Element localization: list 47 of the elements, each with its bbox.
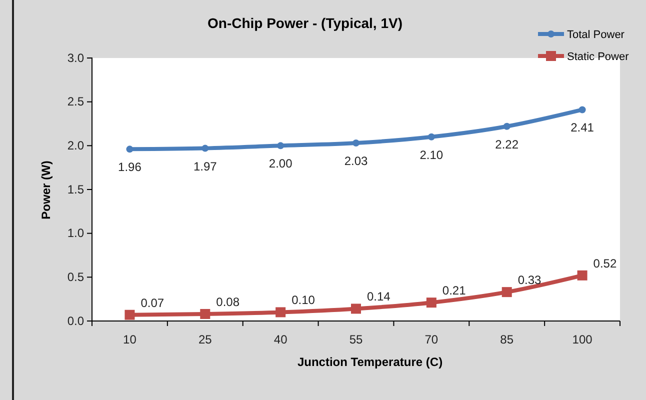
point (351, 304, 361, 314)
point (124, 310, 135, 320)
x-tick-label: 70 (424, 332, 438, 347)
data-label: 0.08 (216, 294, 240, 309)
legend-label: Total Power (567, 29, 625, 41)
y-tick-label: 2.0 (67, 138, 84, 153)
y-tick-label: 2.5 (67, 94, 84, 109)
data-label: 1.96 (118, 160, 142, 174)
point (502, 287, 512, 298)
point (276, 307, 286, 318)
data-label: 0.07 (140, 296, 164, 310)
point (426, 298, 436, 308)
y-tick-label: 1.0 (67, 226, 84, 240)
x-tick-label: 10 (123, 332, 137, 347)
data-label: 2.03 (344, 154, 368, 168)
y-tick-label: 0.0 (67, 314, 84, 328)
legend-label: Static Power (567, 51, 630, 63)
data-label: 0.52 (593, 256, 617, 270)
x-tick-label: 55 (349, 332, 363, 347)
point (126, 146, 134, 153)
x-tick-label: 40 (274, 332, 288, 347)
data-label: 0.33 (518, 273, 542, 288)
point (428, 133, 435, 140)
data-label: 0.14 (367, 290, 391, 304)
x-axis-title: Junction Temperature (C) (297, 355, 443, 369)
point (578, 106, 586, 114)
data-label: 2.41 (570, 120, 594, 135)
point (200, 308, 210, 319)
data-label: 0.21 (442, 284, 466, 298)
y-tick-label: 3.0 (67, 50, 84, 65)
y-tick-label: 0.5 (67, 270, 84, 284)
point (277, 142, 284, 150)
point (577, 270, 588, 280)
data-label: 0.10 (292, 293, 316, 308)
point (352, 140, 360, 147)
chart-title: On-Chip Power - (Typical, 1V) (208, 15, 402, 31)
x-tick-label: 85 (500, 332, 514, 347)
data-label: 2.00 (268, 156, 293, 171)
y-axis-title: Power (W) (39, 160, 53, 220)
data-label: 2.22 (495, 137, 519, 152)
data-label: 2.10 (420, 148, 444, 162)
x-tick-label: 100 (572, 332, 593, 347)
x-tick-label: 25 (198, 332, 212, 347)
point (503, 122, 510, 130)
data-label: 1.97 (193, 159, 218, 174)
point (202, 144, 209, 152)
y-tick-label: 1.5 (67, 182, 84, 196)
